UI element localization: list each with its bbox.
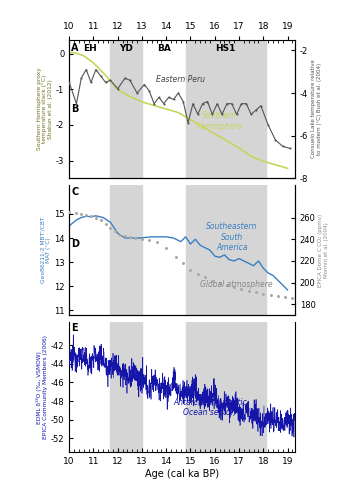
Bar (186, 40, 266, 178)
Text: E: E (71, 323, 78, 333)
Y-axis label: Consuelo Lake temperature relative
to modern (°C) Bush et al. (2004): Consuelo Lake temperature relative to mo… (311, 60, 322, 159)
Text: EH: EH (83, 44, 97, 53)
Y-axis label: EPICA Dome C CO₂ (ppmv)
Monnin et al. (2004): EPICA Dome C CO₂ (ppmv) Monnin et al. (2… (318, 214, 329, 287)
Text: Antarctica (Atlantic
Ocean sector): Antarctica (Atlantic Ocean sector) (173, 398, 247, 417)
Text: C: C (71, 187, 79, 197)
Bar (110, 40, 142, 178)
Text: BA: BA (157, 44, 171, 53)
X-axis label: Age (cal ka BP): Age (cal ka BP) (145, 469, 219, 479)
Text: Southeastern
South
America: Southeastern South America (206, 222, 257, 252)
Bar (110, 185, 142, 315)
Y-axis label: EDML δ¹⁸O (‰, VSMOW)
EPICA Community Members (2006): EDML δ¹⁸O (‰, VSMOW) EPICA Community Mem… (36, 335, 48, 439)
Bar (186, 322, 266, 452)
Text: B: B (71, 104, 79, 114)
Text: YD: YD (119, 44, 133, 53)
Text: Southern
Hemisphere: Southern Hemisphere (197, 111, 243, 131)
Bar (186, 185, 266, 315)
Y-axis label: GeoB6211-2 MBT'/CBT
MAT (°C): GeoB6211-2 MBT'/CBT MAT (°C) (40, 217, 51, 283)
Text: D: D (71, 240, 79, 249)
Bar (110, 322, 142, 452)
Text: Global atmosphere: Global atmosphere (200, 280, 273, 289)
Text: A: A (71, 43, 79, 53)
Y-axis label: Southern Hemisphere proxy
temperature stack (°C)
Shakun et al. (2012): Southern Hemisphere proxy temperature st… (36, 68, 53, 151)
Text: HS1: HS1 (215, 44, 236, 53)
Text: Eastern Peru: Eastern Peru (156, 76, 205, 84)
